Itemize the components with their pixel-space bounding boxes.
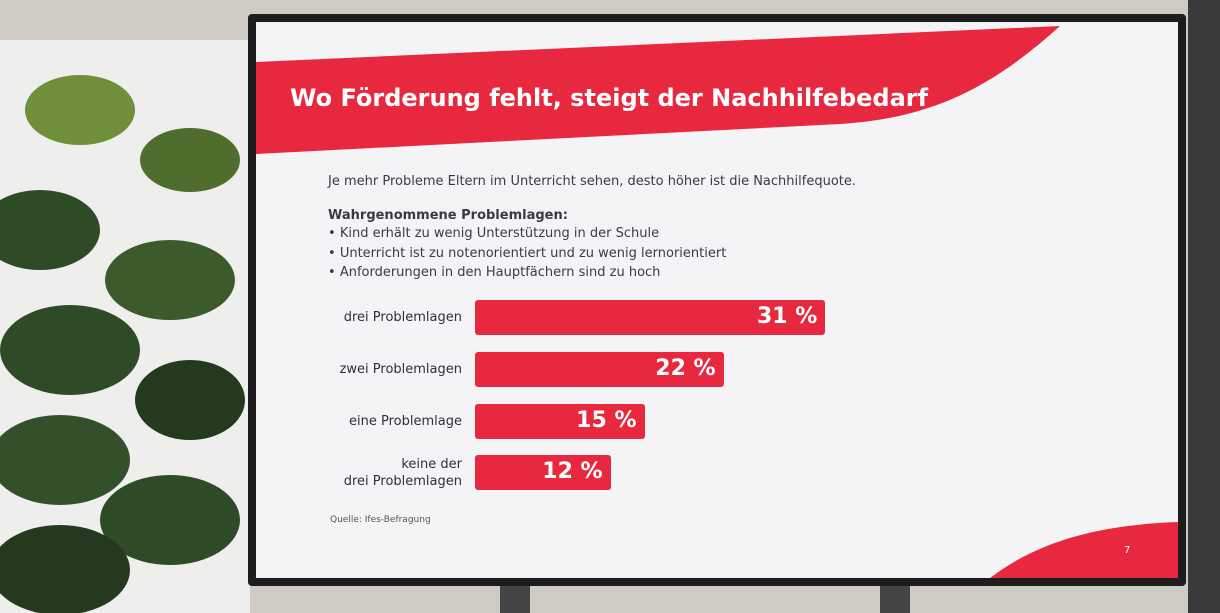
bullet-item: • Kind erhält zu wenig Unterstützung in …: [328, 226, 726, 246]
bar: [475, 352, 724, 387]
bar: [475, 300, 826, 335]
value-label: 22 %: [655, 356, 716, 381]
bullet-item: • Unterricht ist zu notenorientiert und …: [328, 246, 726, 266]
bullet-text: Anforderungen in den Hauptfächern sind z…: [339, 265, 661, 280]
pillar: [1188, 0, 1220, 613]
bullet: •: [328, 226, 340, 241]
source: Quelle: Ifes-Befragung: [330, 515, 431, 525]
page-number: 7: [1124, 545, 1131, 556]
value-label: 31 %: [756, 304, 818, 329]
value-label: 15 %: [576, 408, 637, 433]
corner-band: [990, 522, 1178, 578]
bullet-text: Unterricht ist zu notenorientiert und zu…: [339, 245, 727, 261]
stand: [500, 585, 530, 613]
bullet-list: • Kind erhält zu wenig Unterstützung in …: [328, 226, 726, 285]
lead-text: Je mehr Probleme Eltern im Unterricht se…: [328, 174, 856, 189]
category-label: zwei Problemlagen: [339, 362, 462, 377]
category-label: eine Problemlage: [349, 414, 462, 429]
bullet: •: [328, 245, 340, 261]
bullet: •: [328, 265, 340, 280]
category-label: drei Problemlagen: [343, 310, 462, 325]
title-band: [256, 26, 1060, 154]
bullet-item: • Anforderungen in den Hauptfächern sind…: [328, 265, 726, 285]
value-label: 12 %: [542, 459, 603, 484]
bar: [475, 455, 611, 490]
category-label: keine der drei Problemlagen: [343, 456, 462, 489]
list-heading: Wahrgenommene Problemlagen:: [328, 208, 568, 223]
slide-title: Wo Förderung fehlt, steigt der Nachhilfe…: [290, 84, 929, 112]
plant: [0, 75, 245, 613]
bullet-text: Kind erhält zu wenig Unterstützung in de…: [339, 226, 660, 241]
bar: [475, 404, 645, 439]
stand: [880, 585, 910, 613]
